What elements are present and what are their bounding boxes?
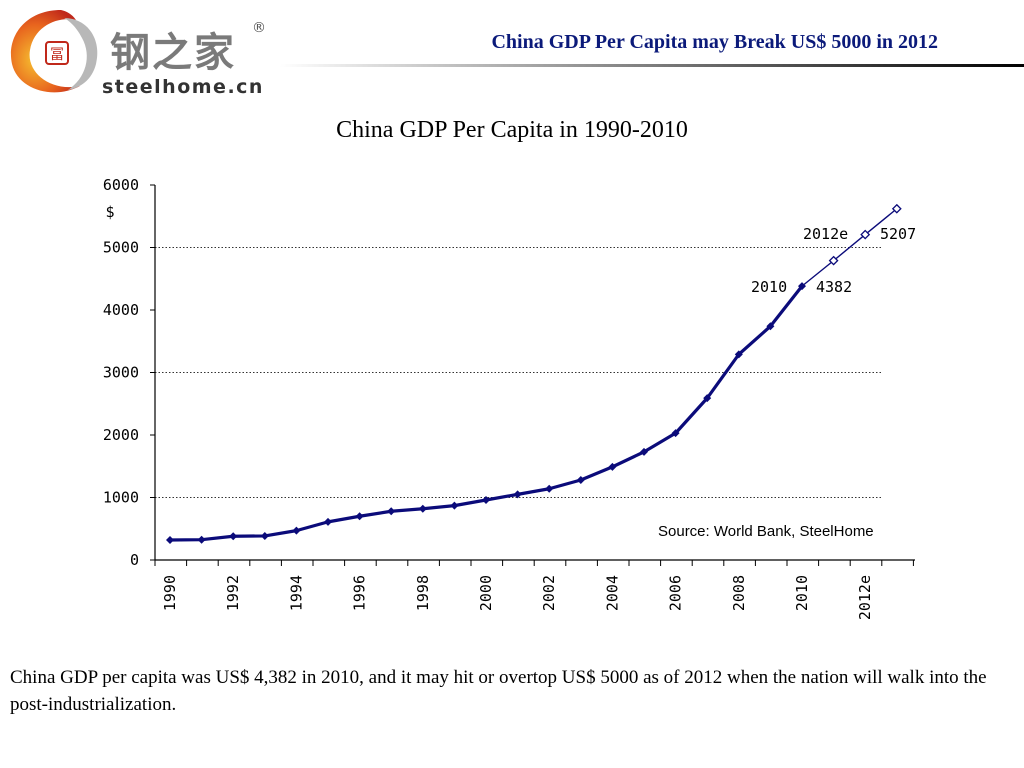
y-tick-label: 3000 bbox=[103, 364, 139, 382]
y-tick-label: 2000 bbox=[103, 426, 139, 444]
actual-data-point bbox=[798, 282, 806, 291]
estimate-data-point bbox=[891, 203, 902, 214]
x-tick-label: 2012e bbox=[856, 575, 874, 620]
logo-emblem-icon: 冨 bbox=[10, 10, 98, 93]
actual-data-point bbox=[355, 512, 364, 521]
x-tick-label: 1990 bbox=[161, 575, 179, 611]
actual-data-point bbox=[545, 484, 554, 493]
y-tick-label: 4000 bbox=[103, 301, 139, 319]
x-tick-label: 2004 bbox=[603, 575, 621, 611]
actual-data-point bbox=[387, 507, 396, 516]
summary-paragraph: China GDP per capita was US$ 4,382 in 20… bbox=[10, 667, 987, 715]
x-tick-label: 2000 bbox=[477, 575, 495, 611]
actual-data-point bbox=[734, 350, 743, 359]
actual-data-point bbox=[260, 531, 269, 540]
actual-data-point bbox=[418, 504, 427, 513]
svg-text:冨: 冨 bbox=[50, 47, 64, 63]
annotation-2012e-value: 5207 bbox=[880, 225, 916, 243]
estimate-data-point bbox=[828, 255, 839, 266]
actual-data-point bbox=[703, 394, 712, 403]
header-divider bbox=[280, 64, 1024, 67]
annotation-2010-year: 2010 bbox=[751, 278, 787, 296]
x-tick-label: 1998 bbox=[414, 575, 432, 611]
actual-data-point bbox=[482, 496, 490, 504]
x-tick-label: 2006 bbox=[667, 575, 685, 611]
actual-data-point bbox=[513, 490, 522, 499]
actual-data-point bbox=[608, 462, 617, 471]
actual-data-point bbox=[229, 532, 238, 541]
chart-title: China GDP Per Capita in 1990-2010 bbox=[336, 117, 688, 143]
actual-data-point bbox=[450, 501, 459, 510]
actual-data-point bbox=[576, 476, 585, 484]
actual-data-point bbox=[197, 535, 206, 544]
estimate-data-point bbox=[860, 229, 871, 240]
y-tick-label: 1000 bbox=[103, 489, 139, 507]
annotation-2010-value: 4382 bbox=[816, 278, 852, 296]
x-tick-label: 2008 bbox=[730, 575, 748, 611]
x-tick-label: 2002 bbox=[540, 575, 558, 611]
y-tick-label: 6000 bbox=[103, 176, 139, 194]
actual-data-point bbox=[671, 429, 680, 438]
y-axis-unit-label: $ bbox=[105, 203, 114, 221]
actual-data-point bbox=[324, 517, 332, 526]
registered-mark: ® bbox=[252, 20, 266, 36]
actual-data-point bbox=[640, 447, 648, 456]
actual-data-point bbox=[292, 526, 301, 535]
steelhome-logo: 冨 钢之家 ® steelhome.cn bbox=[6, 6, 266, 98]
actual-data-point bbox=[166, 536, 174, 544]
x-tick-label: 1994 bbox=[287, 575, 305, 611]
x-tick-label: 1992 bbox=[224, 575, 242, 611]
logo-domain-text: steelhome.cn bbox=[102, 76, 264, 98]
source-note: Source: World Bank, SteelHome bbox=[658, 523, 874, 540]
annotation-2012e-year: 2012e bbox=[803, 225, 848, 243]
slide-title: China GDP Per Capita may Break US$ 5000 … bbox=[491, 31, 938, 53]
gdp-line-chart: 0 1000 2000 3000 4000 5000 6000 $1990 1992 1994 19… bbox=[103, 176, 916, 620]
x-tick-label: 2010 bbox=[793, 575, 811, 611]
estimate-series-line bbox=[801, 208, 898, 287]
y-tick-label: 5000 bbox=[103, 239, 139, 257]
logo-chinese-text: 钢之家 bbox=[110, 30, 236, 76]
y-tick-label: 0 bbox=[130, 551, 139, 569]
x-tick-label: 1996 bbox=[351, 575, 369, 611]
actual-data-point bbox=[766, 322, 775, 331]
